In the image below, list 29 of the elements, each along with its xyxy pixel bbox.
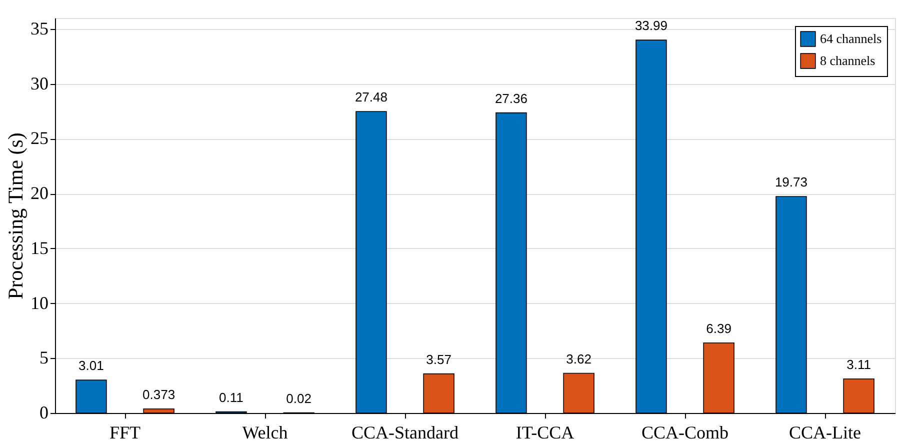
y-tick-label: 5 bbox=[40, 348, 48, 368]
x-tick-label: CCA-Comb bbox=[641, 422, 729, 442]
data-label: 33.99 bbox=[634, 18, 668, 34]
y-tick-label: 15 bbox=[30, 238, 48, 258]
data-label: 19.73 bbox=[774, 174, 808, 190]
y-tick-label: 35 bbox=[30, 18, 48, 38]
data-label: 3.11 bbox=[846, 356, 871, 372]
x-tick-label: FFT bbox=[109, 422, 141, 442]
y-tick-label: 0 bbox=[40, 402, 48, 422]
data-label: 3.57 bbox=[426, 352, 452, 367]
legend-label: 8 channels bbox=[820, 53, 876, 68]
y-tick-label: 25 bbox=[30, 128, 48, 148]
y-tick-label: 30 bbox=[30, 73, 48, 94]
x-tick-label: IT-CCA bbox=[516, 422, 574, 442]
data-label: 27.36 bbox=[494, 90, 528, 106]
data-label: 0.02 bbox=[286, 390, 312, 406]
x-tick-label: Welch bbox=[242, 422, 288, 442]
data-label: 27.48 bbox=[354, 89, 388, 104]
data-label: 0.373 bbox=[142, 386, 176, 402]
y-tick-label: 10 bbox=[30, 292, 48, 313]
data-label: 6.39 bbox=[706, 320, 732, 336]
legend-label: 64 channels bbox=[820, 31, 882, 46]
data-label: 3.01 bbox=[78, 358, 104, 373]
data-label: 3.62 bbox=[566, 351, 592, 366]
y-tick-label: 20 bbox=[30, 183, 48, 204]
x-tick-label: CCA-Lite bbox=[789, 422, 861, 442]
x-tick-label: CCA-Standard bbox=[352, 422, 458, 442]
y-axis-title: Processing Time (s) bbox=[4, 132, 28, 300]
data-label: 0.11 bbox=[219, 390, 244, 405]
